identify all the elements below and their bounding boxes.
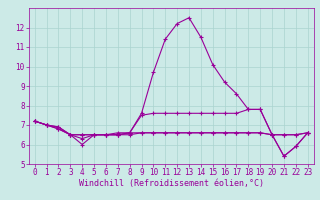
X-axis label: Windchill (Refroidissement éolien,°C): Windchill (Refroidissement éolien,°C) [79, 179, 264, 188]
